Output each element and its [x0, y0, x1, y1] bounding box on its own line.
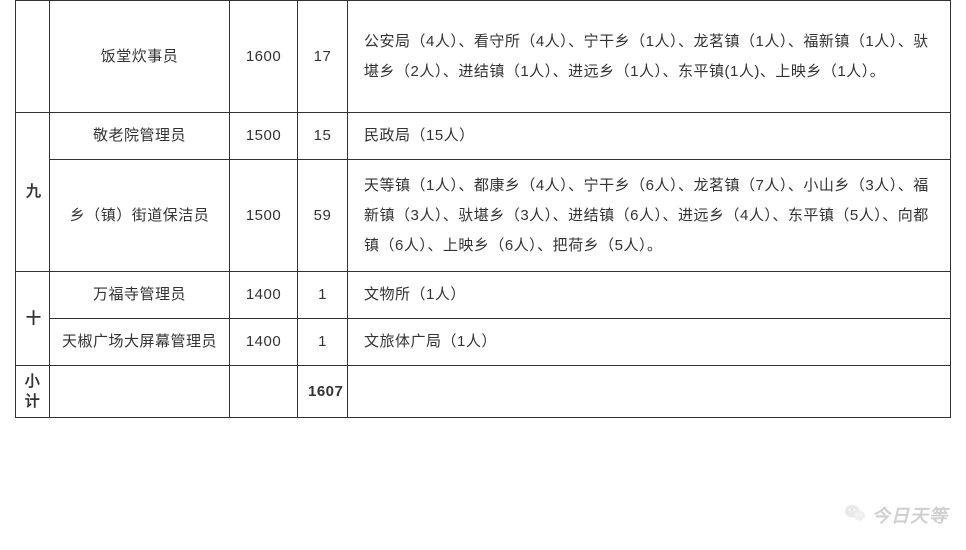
subtotal-empty [230, 366, 298, 418]
wechat-icon [844, 503, 866, 528]
description: 天等镇（1人）、都康乡（4人）、宁干乡（6人）、龙茗镇（7人）、小山乡（3人）、… [348, 160, 951, 272]
description: 民政局（15人） [348, 113, 951, 160]
wage: 1400 [230, 272, 298, 319]
job-title: 敬老院管理员 [50, 113, 230, 160]
description: 文旅体广局（1人） [348, 319, 951, 366]
count: 1 [298, 319, 348, 366]
job-title: 乡（镇）街道保洁员 [50, 160, 230, 272]
wage: 1500 [230, 113, 298, 160]
count: 1 [298, 272, 348, 319]
job-posting-table: 饭堂炊事员 1600 17 公安局（4人）、看守所（4人）、宁干乡（1人）、龙茗… [15, 0, 951, 418]
table-row: 天椒广场大屏幕管理员 1400 1 文旅体广局（1人） [16, 319, 951, 366]
count: 17 [298, 1, 348, 113]
table-row: 九 敬老院管理员 1500 15 民政局（15人） [16, 113, 951, 160]
count: 15 [298, 113, 348, 160]
row-index [16, 1, 50, 113]
job-title: 饭堂炊事员 [50, 1, 230, 113]
wage: 1500 [230, 160, 298, 272]
watermark: 今日天等 [844, 502, 948, 528]
table-row: 十 万福寺管理员 1400 1 文物所（1人） [16, 272, 951, 319]
description: 公安局（4人）、看守所（4人）、宁干乡（1人）、龙茗镇（1人）、福新镇（1人）、… [348, 1, 951, 113]
subtotal-empty [50, 366, 230, 418]
table-row: 饭堂炊事员 1600 17 公安局（4人）、看守所（4人）、宁干乡（1人）、龙茗… [16, 1, 951, 113]
row-index: 九 [16, 113, 50, 272]
watermark-text: 今日天等 [872, 502, 948, 528]
job-title: 万福寺管理员 [50, 272, 230, 319]
description: 文物所（1人） [348, 272, 951, 319]
row-index: 十 [16, 272, 50, 366]
wage: 1600 [230, 1, 298, 113]
subtotal-count: 1607 [298, 366, 348, 418]
count: 59 [298, 160, 348, 272]
subtotal-label: 小计 [16, 366, 50, 418]
wage: 1400 [230, 319, 298, 366]
subtotal-row: 小计 1607 [16, 366, 951, 418]
subtotal-empty [348, 366, 951, 418]
job-title: 天椒广场大屏幕管理员 [50, 319, 230, 366]
table-row: 乡（镇）街道保洁员 1500 59 天等镇（1人）、都康乡（4人）、宁干乡（6人… [16, 160, 951, 272]
